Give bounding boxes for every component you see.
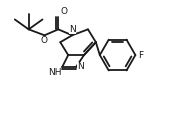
Text: O: O <box>60 7 67 15</box>
Text: N: N <box>77 62 84 71</box>
Text: N: N <box>69 25 76 34</box>
Text: NH: NH <box>48 68 61 77</box>
Text: O: O <box>41 36 48 45</box>
Text: F: F <box>138 51 143 60</box>
